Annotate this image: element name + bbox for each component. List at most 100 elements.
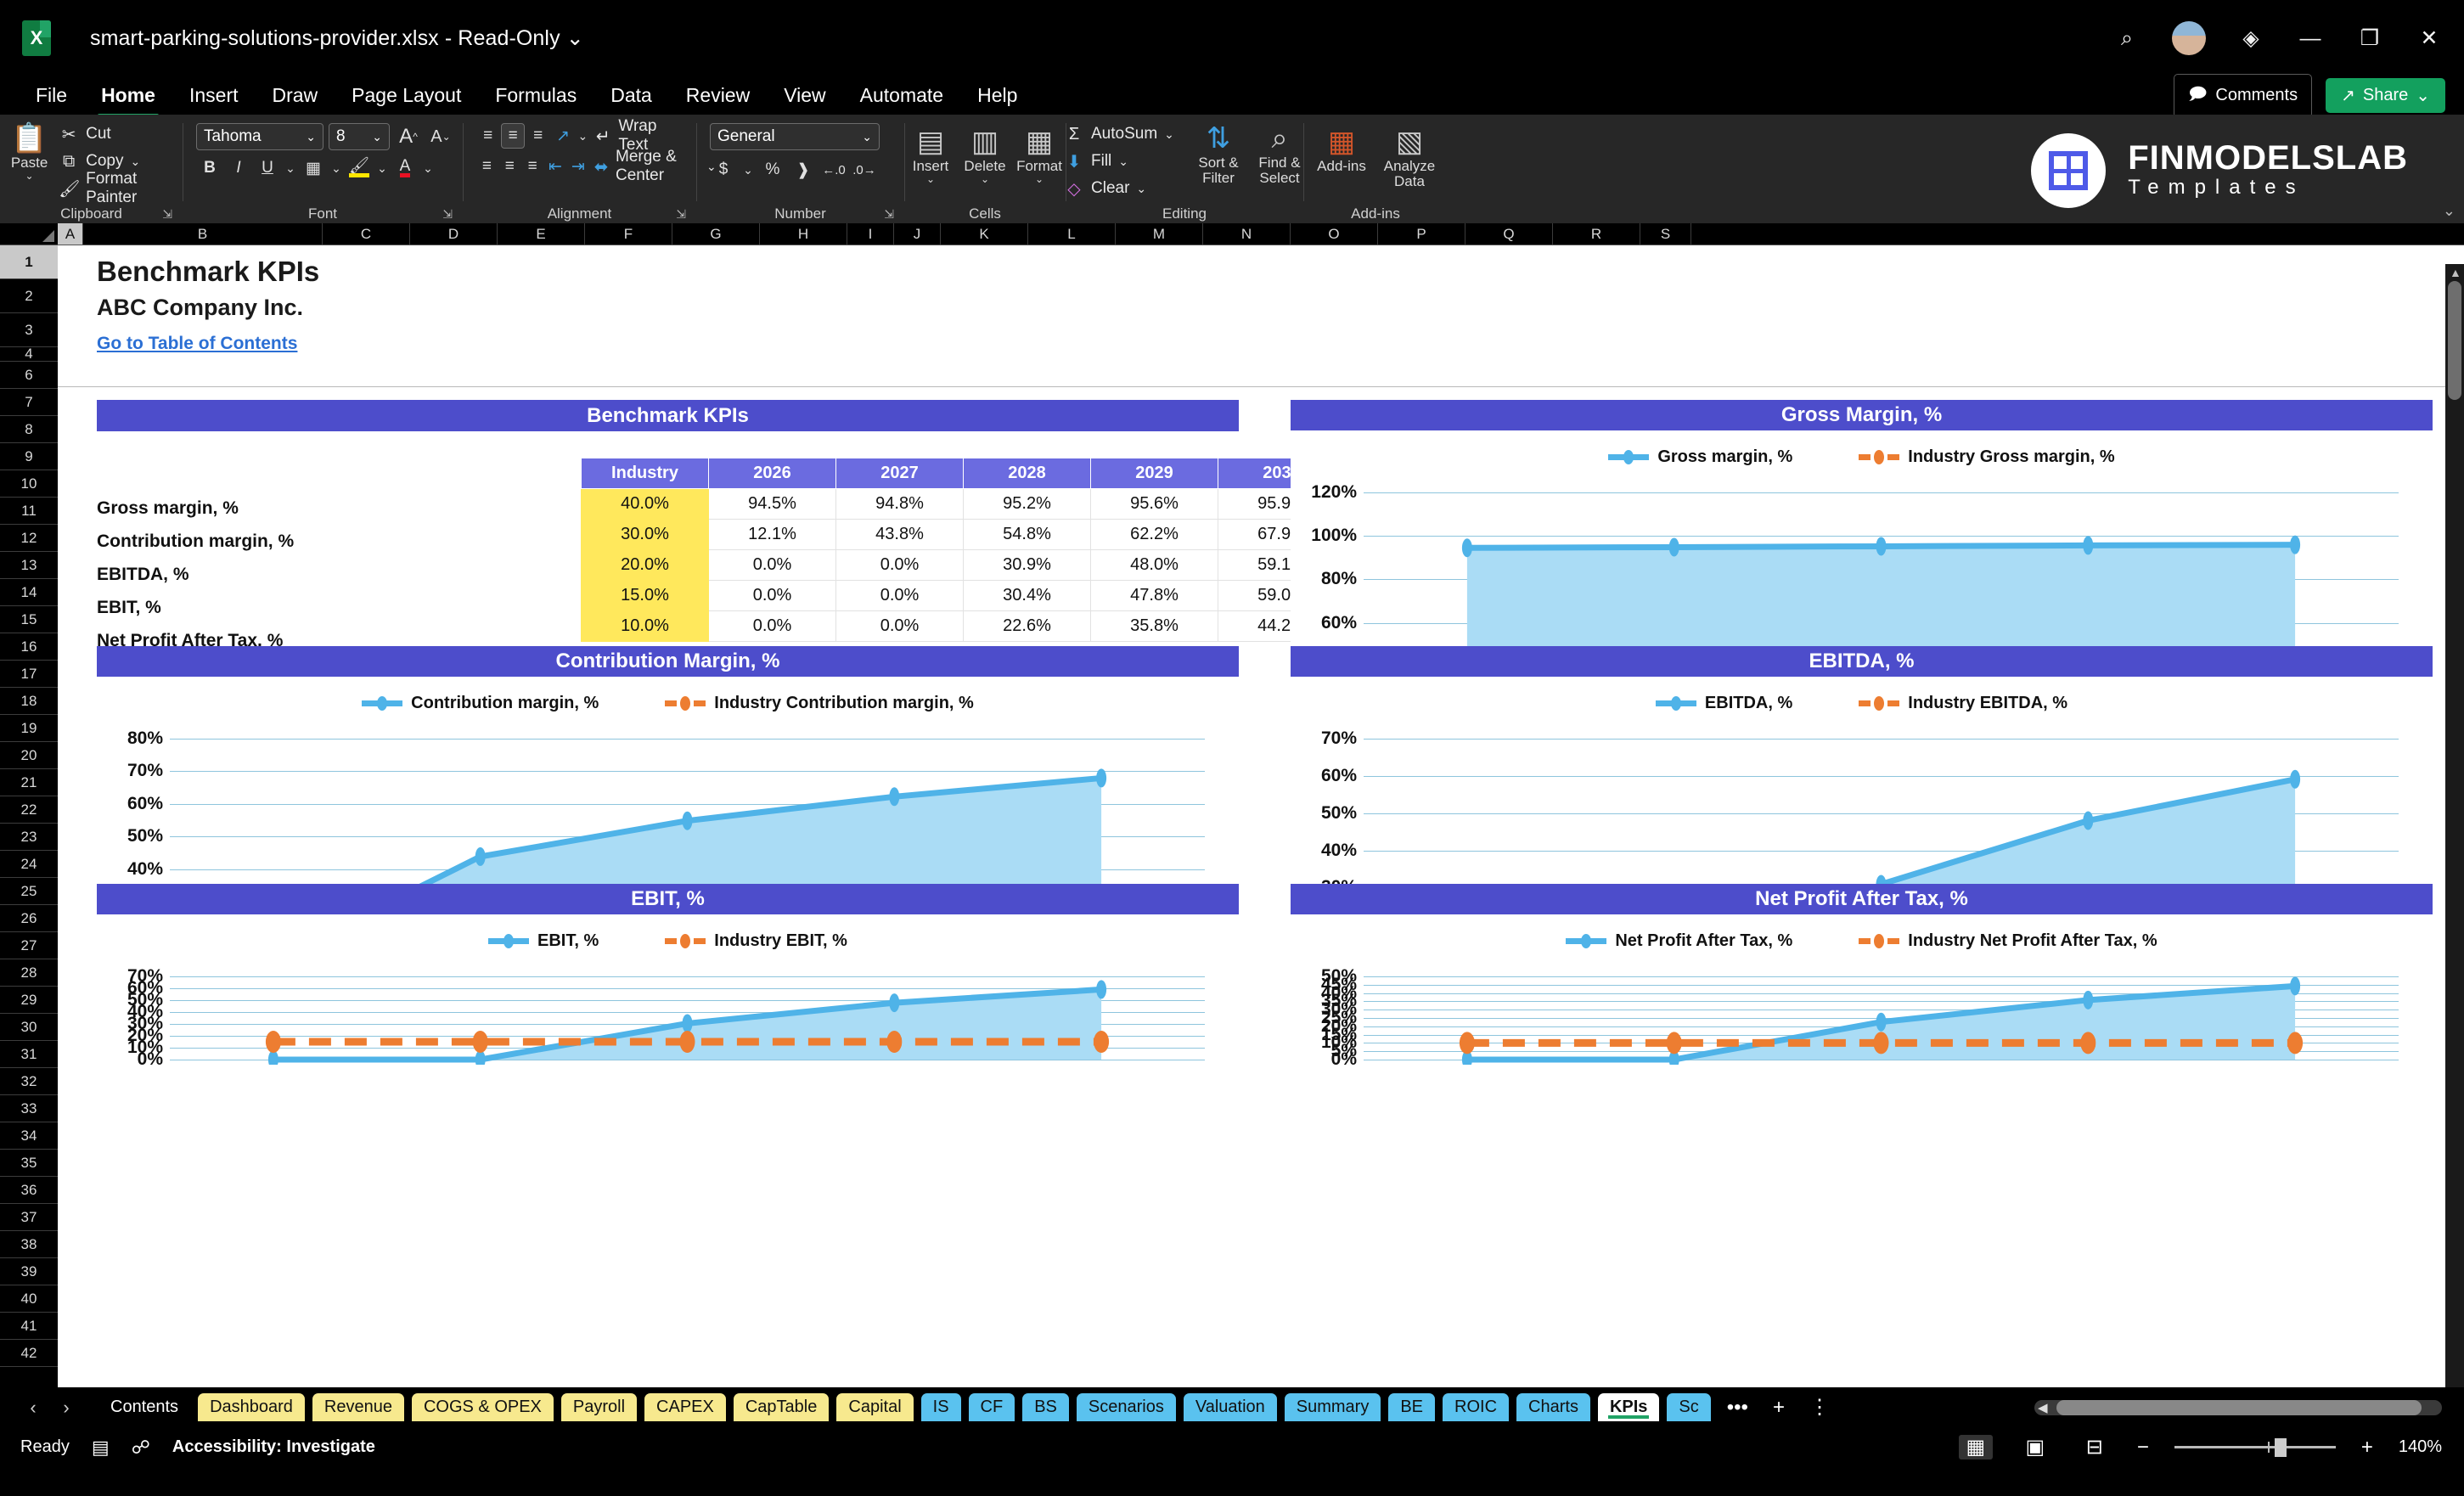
row-header-33[interactable]: 33 (0, 1095, 58, 1122)
row-header-30[interactable]: 30 (0, 1014, 58, 1041)
currency-caret-icon[interactable]: ⌄ (743, 162, 753, 177)
column-header-i[interactable]: I (847, 223, 894, 245)
analyze-data-button[interactable]: ▧ Analyze Data (1378, 125, 1441, 189)
tab-file[interactable]: File (36, 84, 68, 106)
row-header-23[interactable]: 23 (0, 824, 58, 851)
row-header-10[interactable]: 10 (0, 470, 58, 498)
recording-icon[interactable]: ▤ (91, 1436, 110, 1458)
sheet-tab-contents[interactable]: Contents (110, 1398, 179, 1416)
column-header-n[interactable]: N (1203, 223, 1291, 245)
sheet-tab-valuation[interactable]: Valuation (1183, 1393, 1277, 1421)
scroll-left-icon[interactable]: ◀ (2038, 1400, 2048, 1415)
restore-icon[interactable]: ❐ (2360, 26, 2380, 50)
addins-button[interactable]: ▦ Add-ins (1310, 125, 1373, 174)
row-header-21[interactable]: 21 (0, 769, 58, 796)
column-header-m[interactable]: M (1116, 223, 1203, 245)
row-header-6[interactable]: 6 (0, 362, 58, 389)
column-header-l[interactable]: L (1028, 223, 1116, 245)
tab-data[interactable]: Data (610, 84, 652, 106)
sheet-tab-dashboard[interactable]: Dashboard (198, 1393, 305, 1421)
sheet-menu-icon[interactable]: ⋮ (1809, 1396, 1830, 1419)
cut-button[interactable]: ✂ Cut (55, 121, 176, 147)
row-header-39[interactable]: 39 (0, 1258, 58, 1285)
row-header-18[interactable]: 18 (0, 688, 58, 715)
horizontal-scrollbar[interactable]: ◀ (2034, 1399, 2442, 1415)
column-header-c[interactable]: C (323, 223, 410, 245)
number-format-select[interactable]: General ⌄ (710, 123, 880, 150)
tab-view[interactable]: View (784, 84, 826, 106)
wrap-text-button[interactable]: ↵ Wrap Text (591, 117, 683, 154)
row-header-27[interactable]: 27 (0, 932, 58, 959)
row-header-9[interactable]: 9 (0, 443, 58, 470)
sheet-tab-cf[interactable]: CF (968, 1393, 1015, 1421)
minimize-icon[interactable]: — (2299, 25, 2321, 50)
tab-help[interactable]: Help (977, 84, 1018, 106)
sheet-tab-summary[interactable]: Summary (1284, 1393, 1381, 1421)
column-header-b[interactable]: B (83, 223, 323, 245)
row-header-41[interactable]: 41 (0, 1313, 58, 1340)
row-header-20[interactable]: 20 (0, 742, 58, 769)
percent-format-button[interactable]: % (765, 160, 780, 178)
column-header-e[interactable]: E (498, 223, 585, 245)
italic-button[interactable]: I (236, 159, 241, 177)
row-header-38[interactable]: 38 (0, 1231, 58, 1258)
sheet-tab-revenue[interactable]: Revenue (312, 1393, 404, 1421)
row-header-1[interactable]: 1 (0, 245, 58, 279)
row-header-19[interactable]: 19 (0, 715, 58, 742)
clipboard-dialog-launcher[interactable]: ⇲ (162, 207, 172, 221)
align-top-button[interactable]: ≡ (483, 127, 493, 144)
font-family-select[interactable]: Tahoma ⌄ (196, 123, 323, 150)
zoom-level[interactable]: 140% (2398, 1437, 2442, 1456)
decrease-indent-icon[interactable]: ⇤ (548, 157, 562, 176)
fill-color-button[interactable]: 🖌 (346, 155, 373, 181)
tab-automate[interactable]: Automate (859, 84, 944, 106)
row-header-40[interactable]: 40 (0, 1285, 58, 1313)
close-icon[interactable]: ✕ (2420, 26, 2439, 50)
sheet-tab-capex[interactable]: CAPEX (644, 1393, 726, 1421)
paste-button[interactable]: 📋 Paste ⌄ (7, 121, 52, 181)
select-all-corner[interactable] (0, 223, 58, 245)
column-header-s[interactable]: S (1640, 223, 1691, 245)
column-header-h[interactable]: H (760, 223, 847, 245)
column-header-q[interactable]: Q (1465, 223, 1553, 245)
view-page-layout-icon[interactable]: ▣ (2025, 1436, 2045, 1459)
zoom-slider[interactable] (2174, 1438, 2336, 1457)
row-header-12[interactable]: 12 (0, 525, 58, 552)
row-header-42[interactable]: 42 (0, 1340, 58, 1367)
font-size-select[interactable]: 8 ⌄ (329, 123, 390, 150)
row-header-4[interactable]: 4 (0, 346, 58, 362)
borders-caret-icon[interactable]: ⌄ (331, 160, 341, 175)
table-of-contents-link[interactable]: Go to Table of Contents (97, 334, 298, 353)
borders-icon[interactable]: ▦ (306, 159, 321, 177)
align-center-button[interactable]: ≡ (504, 157, 515, 175)
vertical-scroll-thumb[interactable] (2448, 281, 2461, 400)
next-sheet-icon[interactable]: › (63, 1396, 70, 1418)
row-header-31[interactable]: 31 (0, 1041, 58, 1068)
increase-indent-icon[interactable]: ⇥ (571, 157, 585, 176)
tab-draw[interactable]: Draw (272, 84, 318, 106)
row-header-32[interactable]: 32 (0, 1068, 58, 1095)
sheet-tab-sc[interactable]: Sc (1667, 1393, 1711, 1421)
column-header-p[interactable]: P (1378, 223, 1465, 245)
avatar[interactable] (2172, 21, 2206, 55)
sort-filter-button[interactable]: ⇅ Sort & Filter (1190, 121, 1247, 186)
sheet-tab-be[interactable]: BE (1388, 1393, 1436, 1421)
font-dialog-launcher[interactable]: ⇲ (442, 207, 453, 221)
column-header-g[interactable]: G (672, 223, 760, 245)
format-cells-button[interactable]: ▦ Format ⌄ (1013, 125, 1066, 184)
chevron-down-icon[interactable]: ⌄ (565, 26, 584, 50)
tab-home[interactable]: Home (84, 81, 172, 117)
sheet-tab-payroll[interactable]: Payroll (560, 1393, 638, 1421)
underline-caret-icon[interactable]: ⌄ (285, 160, 295, 175)
sheet-tab-roic[interactable]: ROIC (1443, 1393, 1510, 1421)
zoom-in-button[interactable]: + (2360, 1435, 2373, 1459)
find-select-button[interactable]: ⌕ Find & Select (1251, 121, 1308, 186)
row-header-11[interactable]: 11 (0, 498, 58, 525)
column-header-o[interactable]: O (1291, 223, 1378, 245)
sheet-tab-charts[interactable]: Charts (1516, 1393, 1590, 1421)
row-header-28[interactable]: 28 (0, 959, 58, 987)
format-painter-button[interactable]: 🖌 Format Painter (55, 170, 176, 206)
font-color-button[interactable]: A (391, 155, 419, 181)
row-header-16[interactable]: 16 (0, 633, 58, 661)
horizontal-scroll-thumb[interactable] (2056, 1399, 2422, 1415)
